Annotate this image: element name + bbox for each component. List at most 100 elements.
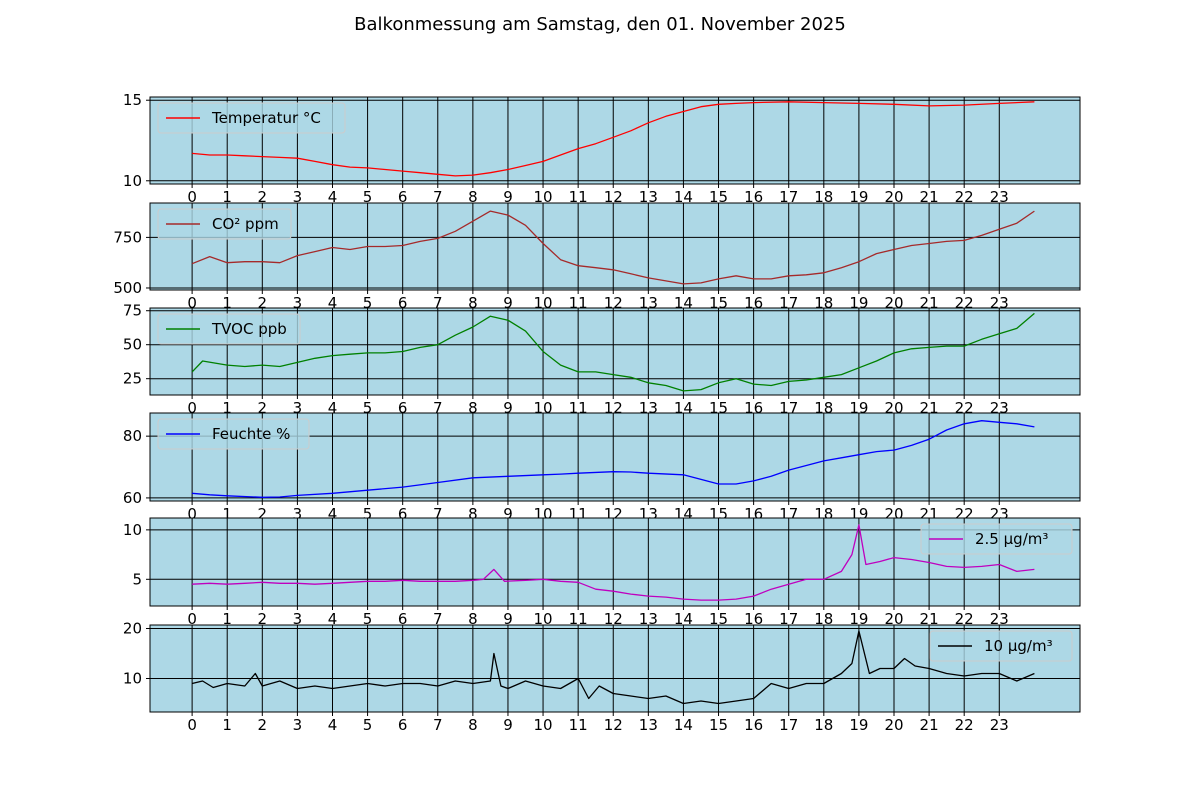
- y-tick-label: 750: [113, 228, 142, 246]
- x-tick-label: 21: [920, 188, 939, 206]
- x-tick-label: 20: [884, 610, 903, 628]
- y-tick-label: 5: [132, 570, 142, 588]
- x-tick-label: 3: [293, 505, 303, 523]
- subplot-3: 0 1 2 3 4 5 6 7 8 9 10 11 12 13 14 15 16 17 18 19 20 21 22 2325…: [123, 302, 1081, 417]
- plot-area: [150, 203, 1080, 290]
- y-tick-label: 80: [123, 427, 142, 445]
- x-tick-label: 1: [222, 399, 232, 417]
- legend-label: Temperatur °C: [211, 109, 321, 127]
- x-tick-label: 19: [849, 716, 868, 734]
- legend: 2.5 µg/m³: [920, 523, 1073, 555]
- legend-label: Feuchte %: [212, 425, 290, 443]
- x-tick-label: 8: [468, 294, 478, 312]
- x-tick-label: 6: [398, 716, 408, 734]
- x-tick-label: 12: [604, 716, 623, 734]
- plot-frame: [149, 307, 1081, 396]
- legend-label: CO² ppm: [212, 215, 279, 233]
- x-tick-label: 9: [503, 294, 513, 312]
- x-tick-label: 20: [884, 716, 903, 734]
- x-tick-label: 17: [779, 716, 798, 734]
- x-tick-label: 2: [258, 716, 268, 734]
- x-tick-label: 7: [433, 294, 443, 312]
- series-line: [192, 420, 1035, 498]
- legend: 10 µg/m³: [929, 630, 1073, 662]
- series-line: [192, 101, 1035, 177]
- x-tick-label: 10: [534, 716, 553, 734]
- x-tick-label: 4: [328, 610, 338, 628]
- x-tick-label: 2: [258, 188, 268, 206]
- legend-label: 10 µg/m³: [984, 637, 1053, 655]
- subplot-1: 0 1 2 3 4 5 6 7 8 9 10 11 12 13 14 15 16 17 18 19 20 21 22 2310…: [123, 91, 1081, 206]
- x-tick-label: 19: [849, 610, 868, 628]
- x-tick-label: 0: [187, 716, 197, 734]
- x-tick-label: 3: [293, 188, 303, 206]
- y-tick-label: 75: [123, 302, 142, 320]
- x-tick-label: 8: [468, 716, 478, 734]
- x-tick-label: 1: [222, 294, 232, 312]
- x-tick-label: 0: [187, 188, 197, 206]
- x-tick-label: 17: [779, 610, 798, 628]
- x-tick-label: 5: [363, 399, 373, 417]
- x-tick-label: 14: [674, 610, 693, 628]
- y-tick-label: 10: [123, 521, 142, 539]
- x-tick-label: 6: [398, 610, 408, 628]
- legend-box: [157, 313, 301, 345]
- x-tick-label: 13: [639, 716, 658, 734]
- x-tick-label: 12: [604, 188, 623, 206]
- x-tick-label: 10: [534, 610, 553, 628]
- subplot-stack: 0 1 2 3 4 5 6 7 8 9 10 11 12 13 14 15 16 17 18 19 20 21 22 2310…: [113, 91, 1081, 734]
- x-tick-label: 13: [639, 188, 658, 206]
- x-tick-label: 8: [468, 610, 478, 628]
- x-tick-label: 11: [569, 188, 588, 206]
- x-tick-label: 1: [222, 188, 232, 206]
- x-tick-label: 16: [744, 610, 763, 628]
- plot-frame: [149, 412, 1081, 502]
- y-tick-label: 25: [123, 370, 142, 388]
- x-tick-label: 0: [187, 294, 197, 312]
- x-tick-label: 9: [503, 716, 513, 734]
- x-tick-label: 5: [363, 294, 373, 312]
- y-tick-label: 10: [123, 172, 142, 190]
- legend-box: [157, 418, 310, 450]
- x-tick-label: 23: [990, 716, 1009, 734]
- subplot-2: 0 1 2 3 4 5 6 7 8 9 10 11 12 13 14 15 16 17 18 19 20 21 22 2350…: [113, 202, 1081, 312]
- series-line: [192, 524, 1035, 601]
- x-tick-label: 9: [503, 188, 513, 206]
- x-tick-label: 15: [709, 610, 728, 628]
- legend: TVOC ppb: [157, 313, 301, 345]
- legend-box: [920, 523, 1073, 555]
- x-tick-label: 6: [398, 505, 408, 523]
- legend-box: [157, 102, 346, 134]
- x-tick-label: 8: [468, 505, 478, 523]
- x-tick-label: 22: [955, 716, 974, 734]
- x-tick-label: 18: [814, 716, 833, 734]
- x-tick-label: 17: [779, 188, 798, 206]
- x-tick-label: 14: [674, 716, 693, 734]
- x-tick-label: 13: [639, 610, 658, 628]
- x-tick-label: 23: [990, 610, 1009, 628]
- x-tick-label: 15: [709, 716, 728, 734]
- x-tick-label: 2: [258, 610, 268, 628]
- x-tick-label: 8: [468, 399, 478, 417]
- x-tick-label: 6: [398, 399, 408, 417]
- x-tick-label: 2: [258, 505, 268, 523]
- plot-frame: [149, 624, 1081, 713]
- x-tick-label: 12: [604, 610, 623, 628]
- plot-frame: [149, 202, 1081, 291]
- x-tick-label: 10: [534, 188, 553, 206]
- x-tick-label: 4: [328, 188, 338, 206]
- x-tick-label: 9: [503, 610, 513, 628]
- legend-box: [157, 208, 292, 240]
- x-tick-label: 16: [744, 188, 763, 206]
- x-tick-label: 11: [569, 610, 588, 628]
- x-tick-label: 4: [328, 294, 338, 312]
- x-tick-label: 5: [363, 505, 373, 523]
- x-tick-label: 4: [328, 716, 338, 734]
- x-tick-label: 19: [849, 188, 868, 206]
- figure-title: Balkonmessung am Samstag, den 01. Novemb…: [354, 14, 846, 35]
- y-tick-label: 10: [123, 670, 142, 688]
- x-tick-label: 3: [293, 610, 303, 628]
- x-tick-label: 20: [884, 188, 903, 206]
- x-tick-label: 4: [328, 505, 338, 523]
- subplot-5: 0 1 2 3 4 5 6 7 8 9 10 11 12 13 14 15 16 17 18 19 20 21 22 2351…: [123, 517, 1081, 628]
